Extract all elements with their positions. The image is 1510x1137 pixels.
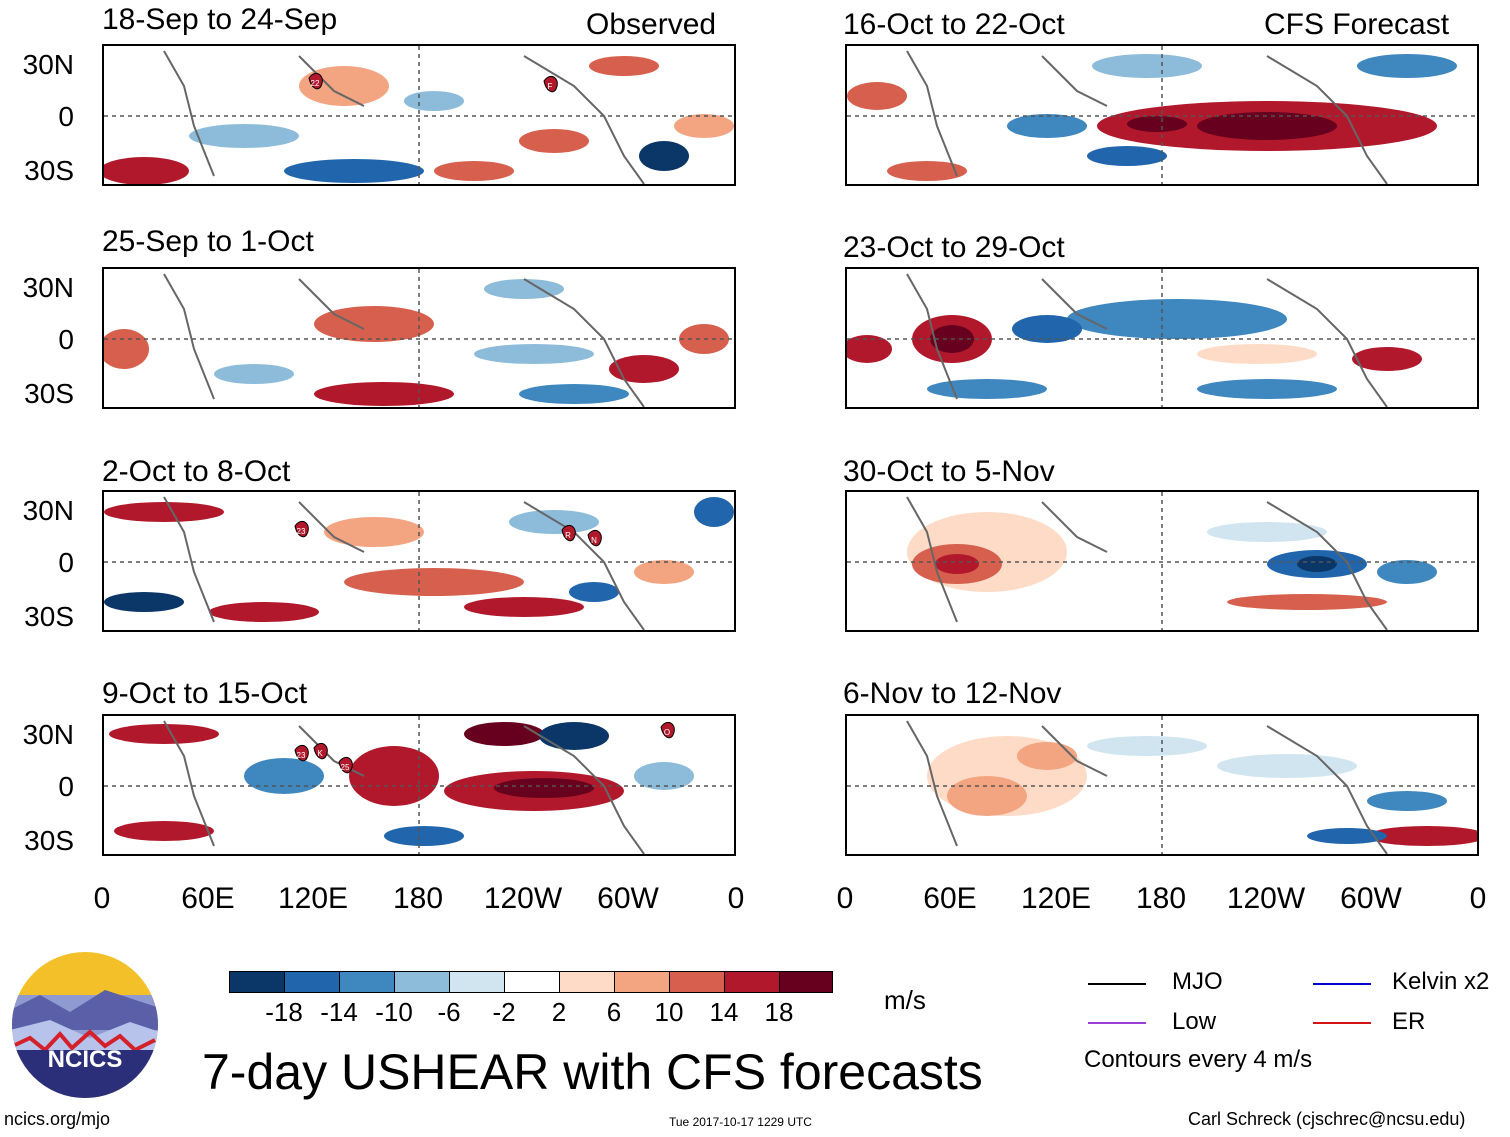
panel-title-fcst-4: 6-Nov to 12-Nov [843, 677, 1062, 710]
colorbar-label: -14 [320, 997, 358, 1027]
colorbar-label: 10 [654, 997, 684, 1027]
main-title: 7-day USHEAR with CFS forecasts [202, 1044, 983, 1100]
lat-label-30n: 30N [22, 49, 74, 80]
map-panel-fcst-3 [845, 490, 1479, 632]
legend-label-kelvin: Kelvin x2 [1392, 968, 1490, 995]
lon-label: 180 [1135, 882, 1187, 915]
footer-author: Carl Schreck (cjschrec@ncsu.edu) [1188, 1109, 1466, 1129]
colorbar-swatch [339, 971, 395, 993]
anomaly-field [847, 46, 1477, 184]
lat-label-0: 0 [58, 547, 74, 578]
colorbar-swatch [779, 971, 833, 993]
anomaly-field [104, 269, 734, 407]
map-panel-fcst-1 [845, 44, 1479, 186]
colorbar-swatch [229, 971, 285, 993]
lon-label: 120E [277, 882, 349, 915]
lat-label-30s: 30S [24, 378, 74, 409]
storm-label: R [565, 531, 571, 540]
lat-label-30n: 30N [22, 272, 74, 303]
lon-label: 0 [836, 882, 854, 915]
panel-title-obs-3: 2-Oct to 8-Oct [102, 455, 291, 488]
observed-label: Observed [586, 8, 717, 41]
storm-label: 22 [311, 79, 320, 88]
forecast-label: CFS Forecast [1264, 8, 1450, 41]
colorbar-swatch [449, 971, 505, 993]
lon-label: 120W [483, 882, 563, 915]
colorbar-label: 6 [606, 997, 622, 1027]
lon-label: 180 [392, 882, 444, 915]
panel-title-fcst-3: 30-Oct to 5-Nov [843, 455, 1055, 488]
colorbar-swatch [394, 971, 450, 993]
lat-label-30n: 30N [22, 719, 74, 750]
storm-label: K [317, 749, 323, 758]
ncics-logo: NCICS [10, 950, 160, 1100]
lon-label: 60E [181, 882, 235, 915]
map-panel-obs-2 [102, 267, 736, 409]
legend-line-er [1313, 1022, 1371, 1024]
colorbar-swatch [724, 971, 780, 993]
storm-label: 23 [297, 527, 306, 536]
anomaly-field: 23 R N [104, 492, 734, 630]
contour-note: Contours every 4 m/s [1084, 1046, 1313, 1073]
logo-text: NCICS [48, 1046, 123, 1073]
colorbar-label: -10 [375, 997, 413, 1027]
panel-title-obs-1: 18-Sep to 24-Sep [102, 3, 338, 36]
colorbar-label: 14 [709, 997, 739, 1027]
storm-label: N [591, 536, 597, 545]
storm-label: 25 [341, 763, 350, 772]
anomaly-field: 23 K 25 O [104, 716, 734, 854]
colorbar-swatch [284, 971, 340, 993]
colorbar-swatch [559, 971, 615, 993]
map-panel-obs-3: 23 R N [102, 490, 736, 632]
anomaly-field [847, 492, 1477, 630]
anomaly-field [847, 269, 1477, 407]
colorbar-label: -6 [437, 997, 461, 1027]
lat-label-0: 0 [58, 771, 74, 802]
lon-label: 0 [727, 882, 745, 915]
map-panel-obs-1: 22 F [102, 44, 736, 186]
legend-line-low [1088, 1022, 1146, 1024]
lat-label-30n: 30N [22, 495, 74, 526]
lon-label: 120E [1020, 882, 1092, 915]
lon-label: 120W [1226, 882, 1306, 915]
panel-title-obs-2: 25-Sep to 1-Oct [102, 225, 314, 258]
footer-timestamp: Tue 2017-10-17 1229 UTC [669, 1115, 812, 1129]
lat-label-30s: 30S [24, 601, 74, 632]
colorbar-swatch [614, 971, 670, 993]
legend-label-low: Low [1172, 1008, 1217, 1035]
lat-label-30s: 30S [24, 825, 74, 856]
anomaly-field: 22 F [104, 46, 734, 184]
colorbar-label: -2 [492, 997, 516, 1027]
colorbar-units: m/s [884, 985, 926, 1015]
legend-line-mjo [1088, 983, 1146, 985]
map-panel-fcst-2 [845, 267, 1479, 409]
colorbar-swatch [504, 971, 560, 993]
panel-title-fcst-2: 23-Oct to 29-Oct [843, 231, 1065, 264]
colorbar-label: 18 [764, 997, 794, 1027]
colorbar-label: -18 [265, 997, 303, 1027]
lon-label: 60W [597, 882, 659, 915]
footer-url[interactable]: ncics.org/mjo [4, 1109, 111, 1129]
panel-title-obs-4: 9-Oct to 15-Oct [102, 677, 308, 710]
lon-label: 0 [1469, 882, 1487, 915]
lon-label: 0 [93, 882, 111, 915]
lat-label-30s: 30S [24, 155, 74, 186]
legend-label-mjo: MJO [1172, 968, 1223, 995]
storm-label: F [548, 82, 553, 91]
legend-line-kelvin [1313, 983, 1371, 985]
legend-label-er: ER [1392, 1008, 1426, 1035]
lat-label-0: 0 [58, 101, 74, 132]
lat-label-0: 0 [58, 324, 74, 355]
anomaly-field [847, 716, 1477, 854]
map-panel-obs-4: 23 K 25 O [102, 714, 736, 856]
storm-label: O [664, 728, 670, 737]
lon-label: 60E [923, 882, 977, 915]
storm-label: 23 [297, 751, 306, 760]
panel-title-fcst-1: 16-Oct to 22-Oct [843, 8, 1065, 41]
map-panel-fcst-4 [845, 714, 1479, 856]
lon-label: 60W [1340, 882, 1402, 915]
colorbar-label: 2 [551, 997, 567, 1027]
colorbar-swatch [669, 971, 725, 993]
